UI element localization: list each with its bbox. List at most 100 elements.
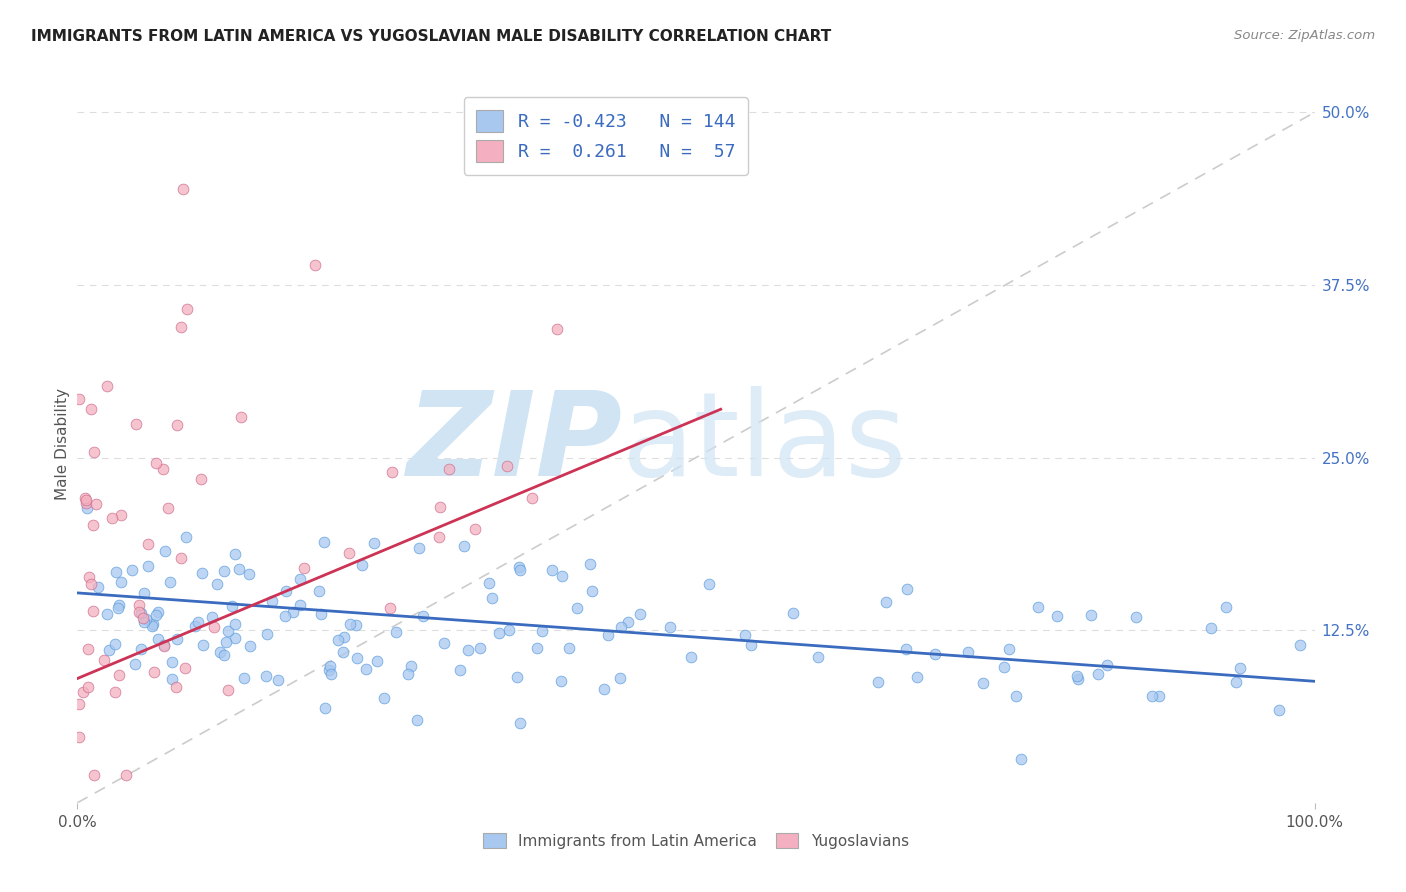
- Point: [128, 605, 150, 619]
- Point: [1010, 752, 1032, 766]
- Point: [132, 586, 155, 600]
- Point: [1067, 672, 1090, 686]
- Point: [509, 715, 531, 730]
- Point: [593, 681, 616, 696]
- Point: [67, 697, 90, 711]
- Point: [254, 669, 277, 683]
- Point: [83, 445, 105, 459]
- Point: [274, 583, 297, 598]
- Point: [496, 459, 519, 474]
- Text: IMMIGRANTS FROM LATIN AMERICA VS YUGOSLAVIAN MALE DISABILITY CORRELATION CHART: IMMIGRANTS FROM LATIN AMERICA VS YUGOSLA…: [31, 29, 831, 44]
- Point: [165, 680, 187, 694]
- Point: [429, 530, 451, 544]
- Point: [530, 624, 553, 638]
- Point: [186, 615, 208, 630]
- Point: [498, 623, 520, 637]
- Point: [610, 620, 633, 634]
- Point: [136, 558, 159, 573]
- Point: [143, 665, 166, 679]
- Point: [136, 537, 159, 551]
- Point: [385, 625, 408, 640]
- Point: [333, 630, 356, 644]
- Point: [658, 620, 681, 634]
- Point: [550, 569, 572, 583]
- Point: [309, 607, 332, 621]
- Point: [107, 601, 129, 615]
- Point: [1066, 669, 1088, 683]
- Point: [132, 611, 155, 625]
- Point: [356, 662, 378, 676]
- Point: [406, 714, 429, 728]
- Point: [153, 638, 176, 652]
- Point: [274, 608, 297, 623]
- Point: [166, 632, 188, 646]
- Point: [740, 638, 762, 652]
- Point: [894, 642, 917, 657]
- Point: [104, 566, 127, 580]
- Point: [598, 628, 620, 642]
- Point: [96, 607, 118, 622]
- Point: [1267, 703, 1289, 717]
- Point: [319, 658, 342, 673]
- Point: [104, 637, 127, 651]
- Point: [82, 517, 104, 532]
- Point: [896, 582, 918, 596]
- Point: [93, 653, 115, 667]
- Point: [366, 654, 388, 668]
- Point: [319, 667, 342, 681]
- Point: [312, 535, 335, 549]
- Point: [697, 577, 720, 591]
- Point: [546, 321, 568, 335]
- Point: [115, 768, 138, 782]
- Point: [581, 584, 603, 599]
- Point: [224, 631, 246, 645]
- Point: [75, 493, 97, 508]
- Text: ZIP: ZIP: [406, 386, 621, 501]
- Point: [82, 604, 104, 618]
- Point: [128, 599, 150, 613]
- Point: [145, 608, 167, 623]
- Point: [304, 258, 326, 272]
- Point: [1087, 666, 1109, 681]
- Point: [281, 605, 304, 619]
- Point: [98, 643, 121, 657]
- Point: [378, 601, 401, 615]
- Point: [907, 670, 929, 684]
- Point: [141, 618, 163, 632]
- Point: [214, 564, 236, 578]
- Text: atlas: atlas: [621, 386, 907, 501]
- Text: Source: ZipAtlas.com: Source: ZipAtlas.com: [1234, 29, 1375, 42]
- Point: [86, 497, 108, 511]
- Point: [565, 601, 588, 615]
- Point: [579, 557, 602, 571]
- Point: [373, 691, 395, 706]
- Legend: Immigrants from Latin America, Yugoslavians: Immigrants from Latin America, Yugoslavi…: [475, 825, 917, 856]
- Point: [152, 639, 174, 653]
- Point: [352, 558, 374, 572]
- Point: [202, 620, 225, 634]
- Point: [238, 566, 260, 581]
- Point: [1080, 607, 1102, 622]
- Point: [1147, 689, 1170, 703]
- Point: [191, 638, 214, 652]
- Point: [1215, 600, 1237, 615]
- Point: [734, 628, 756, 642]
- Point: [326, 632, 349, 647]
- Point: [412, 609, 434, 624]
- Point: [557, 641, 579, 656]
- Point: [67, 730, 90, 744]
- Point: [506, 670, 529, 684]
- Point: [121, 563, 143, 577]
- Point: [134, 615, 156, 629]
- Point: [1046, 609, 1069, 624]
- Point: [232, 671, 254, 685]
- Point: [75, 496, 97, 510]
- Point: [993, 660, 1015, 674]
- Point: [96, 379, 118, 393]
- Point: [172, 182, 194, 196]
- Point: [80, 402, 103, 417]
- Point: [1229, 661, 1251, 675]
- Point: [221, 599, 243, 613]
- Point: [76, 500, 98, 515]
- Point: [332, 645, 354, 659]
